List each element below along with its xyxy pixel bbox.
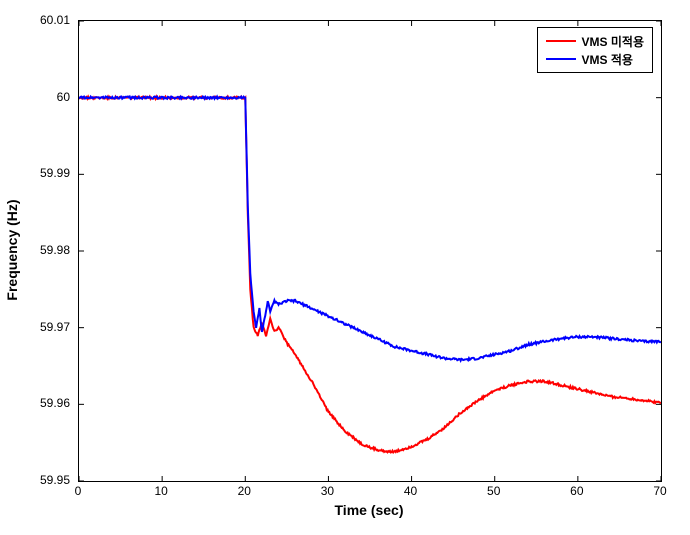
x-tick-label: 30	[321, 484, 334, 498]
plot-area: VMS 미적용VMS 적용	[78, 20, 662, 482]
x-tick-label: 60	[570, 484, 583, 498]
y-tick-label: 59.95	[0, 473, 70, 487]
x-tick-label: 70	[653, 484, 666, 498]
y-tick-label: 60	[0, 90, 70, 104]
legend-swatch	[546, 40, 576, 42]
y-tick-label: 59.99	[0, 166, 70, 180]
y-tick-label: 59.96	[0, 396, 70, 410]
legend-item: VMS 미적용	[546, 32, 644, 50]
x-tick-label: 40	[404, 484, 417, 498]
series-vms_off	[79, 97, 661, 453]
x-tick-label: 0	[75, 484, 82, 498]
series-vms_on	[79, 97, 661, 361]
legend-label: VMS 적용	[582, 51, 633, 68]
x-tick-label: 50	[487, 484, 500, 498]
plot-svg	[79, 21, 661, 481]
y-tick-label: 60.01	[0, 13, 70, 27]
legend-swatch	[546, 58, 576, 60]
y-tick-label: 59.98	[0, 243, 70, 257]
legend-item: VMS 적용	[546, 50, 644, 68]
frequency-chart: VMS 미적용VMS 적용 Frequency (Hz) Time (sec) …	[0, 0, 690, 535]
x-axis-label: Time (sec)	[78, 502, 660, 518]
x-tick-label: 20	[238, 484, 251, 498]
x-tick-label: 10	[154, 484, 167, 498]
legend: VMS 미적용VMS 적용	[537, 27, 653, 73]
legend-label: VMS 미적용	[582, 33, 644, 50]
y-tick-label: 59.97	[0, 320, 70, 334]
